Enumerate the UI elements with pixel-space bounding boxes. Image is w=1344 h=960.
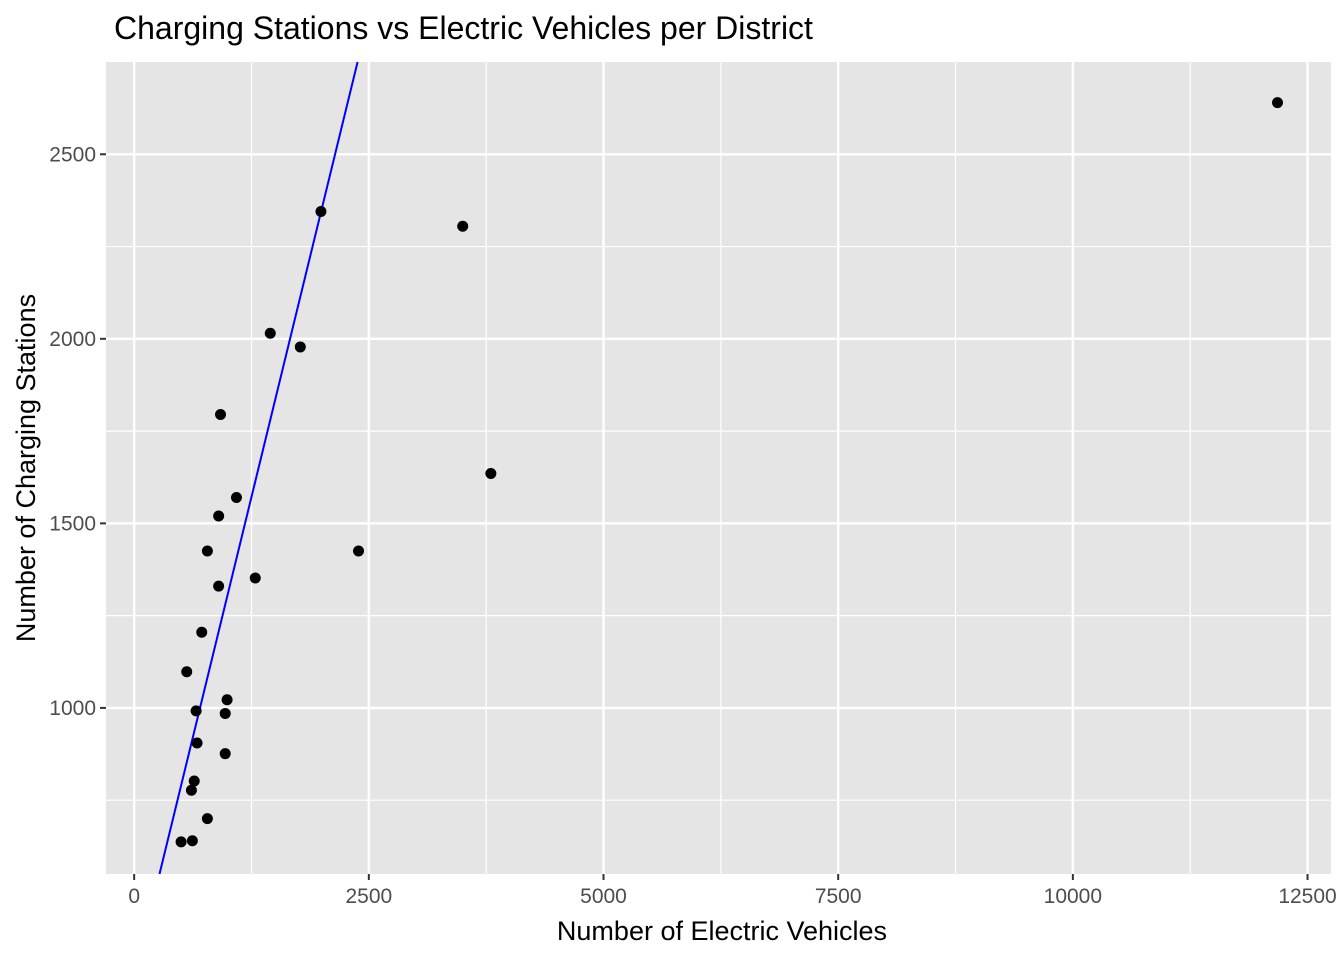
y-tick-label: 1000 xyxy=(49,697,96,720)
x-tick-label: 0 xyxy=(128,885,140,908)
data-point xyxy=(1271,97,1283,109)
minor-gridlines xyxy=(106,62,1331,874)
data-point xyxy=(219,748,231,760)
x-tick-label: 2500 xyxy=(345,885,392,908)
data-point xyxy=(186,835,198,847)
data-point xyxy=(294,341,306,353)
x-tick-label: 10000 xyxy=(1044,885,1102,908)
fit-line-layer xyxy=(158,62,359,874)
x-axis: 0 2500 5000 7500 10000 12500 xyxy=(128,874,1337,908)
data-point xyxy=(175,836,187,848)
data-point xyxy=(353,545,365,557)
data-point xyxy=(315,205,327,217)
data-point xyxy=(215,408,227,420)
data-point xyxy=(264,327,276,339)
data-point xyxy=(190,705,202,717)
data-point xyxy=(201,545,213,557)
data-point xyxy=(219,707,231,719)
y-tick-label: 2000 xyxy=(49,328,96,351)
fit-line xyxy=(158,62,359,874)
y-tick-label: 1500 xyxy=(49,512,96,535)
data-point xyxy=(185,784,197,796)
y-tick-label: 2500 xyxy=(49,143,96,166)
data-point xyxy=(213,580,225,592)
chart-title: Charging Stations vs Electric Vehicles p… xyxy=(114,10,813,46)
data-point xyxy=(213,510,225,522)
major-gridlines xyxy=(106,62,1331,874)
x-tick-label: 5000 xyxy=(580,885,627,908)
x-axis-title: Number of Electric Vehicles xyxy=(557,916,887,946)
y-axis: 1000 1500 2000 2500 xyxy=(49,143,106,720)
data-point xyxy=(230,492,242,504)
data-point xyxy=(221,694,233,706)
data-point xyxy=(201,813,213,825)
y-axis-title: Number of Charging Stations xyxy=(11,294,41,642)
plot-panel xyxy=(106,62,1331,874)
points-layer xyxy=(175,97,1283,848)
data-point xyxy=(457,220,469,232)
data-point xyxy=(249,572,261,584)
x-tick-label: 12500 xyxy=(1278,885,1336,908)
data-point xyxy=(181,666,193,678)
data-point xyxy=(196,626,208,638)
data-point xyxy=(188,775,200,787)
data-point xyxy=(191,737,203,749)
data-point xyxy=(485,468,497,480)
x-tick-label: 7500 xyxy=(815,885,862,908)
